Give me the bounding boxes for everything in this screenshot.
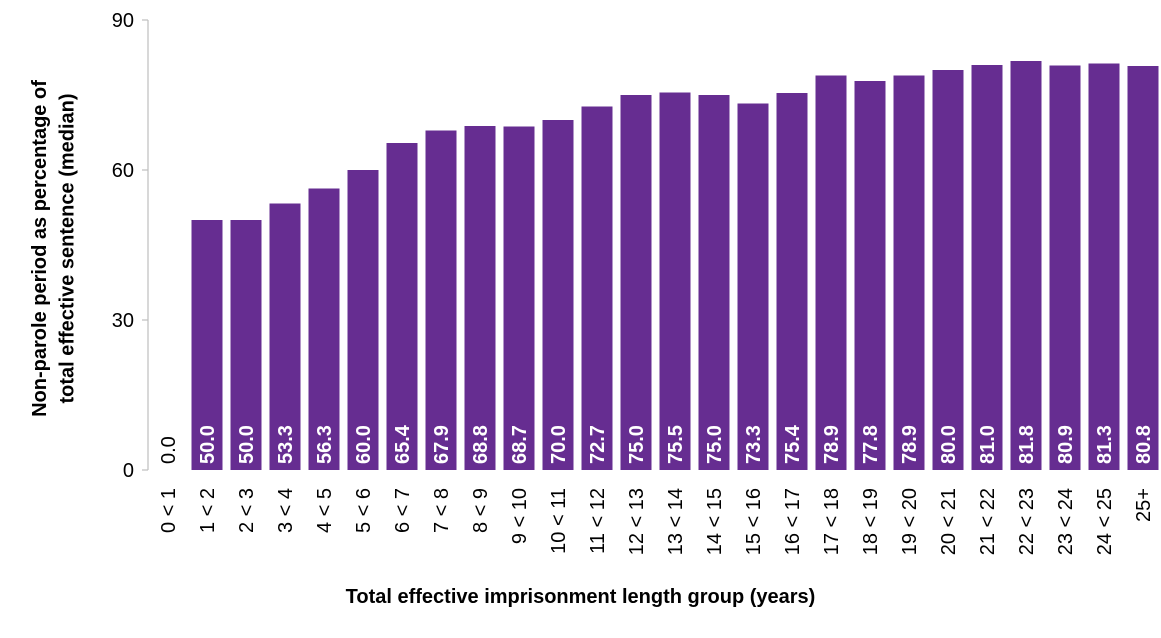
bar: [1049, 65, 1081, 470]
bar: [347, 170, 379, 470]
bar: [815, 75, 847, 470]
x-tick-label: 20 < 21: [938, 488, 960, 555]
bar-value-label: 78.9: [899, 425, 921, 464]
x-tick-label: 15 < 16: [743, 488, 765, 555]
y-axis-title: Non-parole period as percentage of total…: [5, 35, 78, 455]
x-tick-label: 25+: [1133, 488, 1155, 522]
bar-value-label: 50.0: [197, 425, 219, 464]
bar: [737, 103, 769, 470]
bar-value-label: 75.0: [626, 425, 648, 464]
y-axis-title-line-1: Non-parole period as percentage of: [28, 79, 51, 417]
bar: [269, 203, 301, 470]
bar: [425, 130, 457, 470]
x-tick-label: 1 < 2: [197, 488, 219, 533]
x-tick-label: 4 < 5: [314, 488, 336, 533]
y-tick-label: 0: [123, 460, 134, 482]
x-tick-label: 12 < 13: [626, 488, 648, 555]
bar-value-label: 80.9: [1055, 425, 1077, 464]
bar-value-label: 78.9: [821, 425, 843, 464]
bar-value-label: 60.0: [353, 425, 375, 464]
x-tick-label: 14 < 15: [704, 488, 726, 555]
x-tick-label: 23 < 24: [1055, 488, 1077, 555]
x-tick-label: 11 < 12: [587, 488, 609, 554]
bar-value-label: 0.0: [158, 436, 180, 464]
x-tick-label: 22 < 23: [1016, 488, 1038, 555]
y-tick-label: 90: [112, 10, 134, 32]
x-axis-title: Total effective imprisonment length grou…: [345, 586, 816, 608]
x-tick-label: 0 < 1: [158, 488, 180, 533]
bar: [620, 95, 652, 470]
x-tick-label: 2 < 3: [236, 488, 258, 533]
bar-value-label: 81.0: [977, 425, 999, 464]
bar-value-label: 81.8: [1016, 425, 1038, 464]
bar-value-label: 75.4: [782, 424, 804, 464]
bar: [542, 120, 574, 470]
x-tick-label: 19 < 20: [899, 488, 921, 555]
bar: [776, 93, 808, 470]
bar: [1010, 61, 1042, 470]
x-tick-label: 8 < 9: [470, 488, 492, 533]
y-axis-title-line-2: total effective sentence (median): [56, 92, 79, 404]
bar: [464, 126, 496, 470]
bar: [932, 70, 964, 470]
bar-value-label: 68.8: [470, 425, 492, 464]
bar-value-label: 56.3: [314, 425, 336, 464]
bar-value-label: 75.0: [704, 425, 726, 464]
y-axis: 0 30 60 90: [112, 10, 149, 482]
bar: [659, 92, 691, 470]
x-tick-label: 7 < 8: [431, 488, 453, 533]
x-tick-label: 16 < 17: [782, 488, 804, 555]
x-tick-label: 3 < 4: [275, 488, 297, 533]
bar: [308, 188, 340, 470]
x-tick-label: 24 < 25: [1094, 488, 1116, 555]
bar: [581, 106, 613, 470]
bar-value-label: 73.3: [743, 425, 765, 464]
bar: [971, 65, 1003, 470]
y-tick-label: 30: [112, 310, 134, 332]
bar: [854, 81, 886, 470]
bar-value-labels: 0.0 50.0 50.0 53.3 56.3 60.0 65.4 67.9 68.8 68.7 7…: [158, 424, 1155, 464]
bar: [230, 220, 262, 470]
x-tick-label: 18 < 19: [860, 488, 882, 555]
x-tick-label: 21 < 22: [977, 488, 999, 555]
x-tick-label: 13 < 14: [665, 488, 687, 555]
x-tick-label: 10 < 11: [548, 488, 570, 554]
bar-value-label: 77.8: [860, 425, 882, 464]
bar-value-label: 70.0: [548, 425, 570, 464]
bar: [698, 95, 730, 470]
bar-value-label: 80.0: [938, 425, 960, 464]
bar-value-label: 80.8: [1133, 425, 1155, 464]
x-tick-label: 9 < 10: [509, 488, 531, 544]
x-tick-labels: 0 < 1 1 < 2 2 < 3 3 < 4 4 < 5 5 < 6 6 < 7 7 < 8…: [158, 488, 1155, 555]
bar-value-label: 72.7: [587, 425, 609, 464]
x-tick-label: 5 < 6: [353, 488, 375, 533]
bar: [503, 126, 535, 470]
bar: [386, 143, 418, 470]
y-tick-label: 60: [112, 160, 134, 182]
bar-value-label: 53.3: [275, 425, 297, 464]
bar: [893, 75, 925, 470]
x-tick-label: 17 < 18: [821, 488, 843, 555]
bar-value-label: 75.5: [665, 425, 687, 464]
bar: [1088, 63, 1120, 470]
bar: [191, 220, 223, 470]
bar-value-label: 67.9: [431, 425, 453, 464]
bar-value-label: 81.3: [1094, 425, 1116, 464]
bar: [1127, 66, 1159, 470]
bar-value-label: 50.0: [236, 425, 258, 464]
bars: [191, 61, 1159, 470]
x-tick-label: 6 < 7: [392, 488, 414, 533]
bar-value-label: 65.4: [392, 424, 414, 464]
bar-value-label: 68.7: [509, 425, 531, 464]
